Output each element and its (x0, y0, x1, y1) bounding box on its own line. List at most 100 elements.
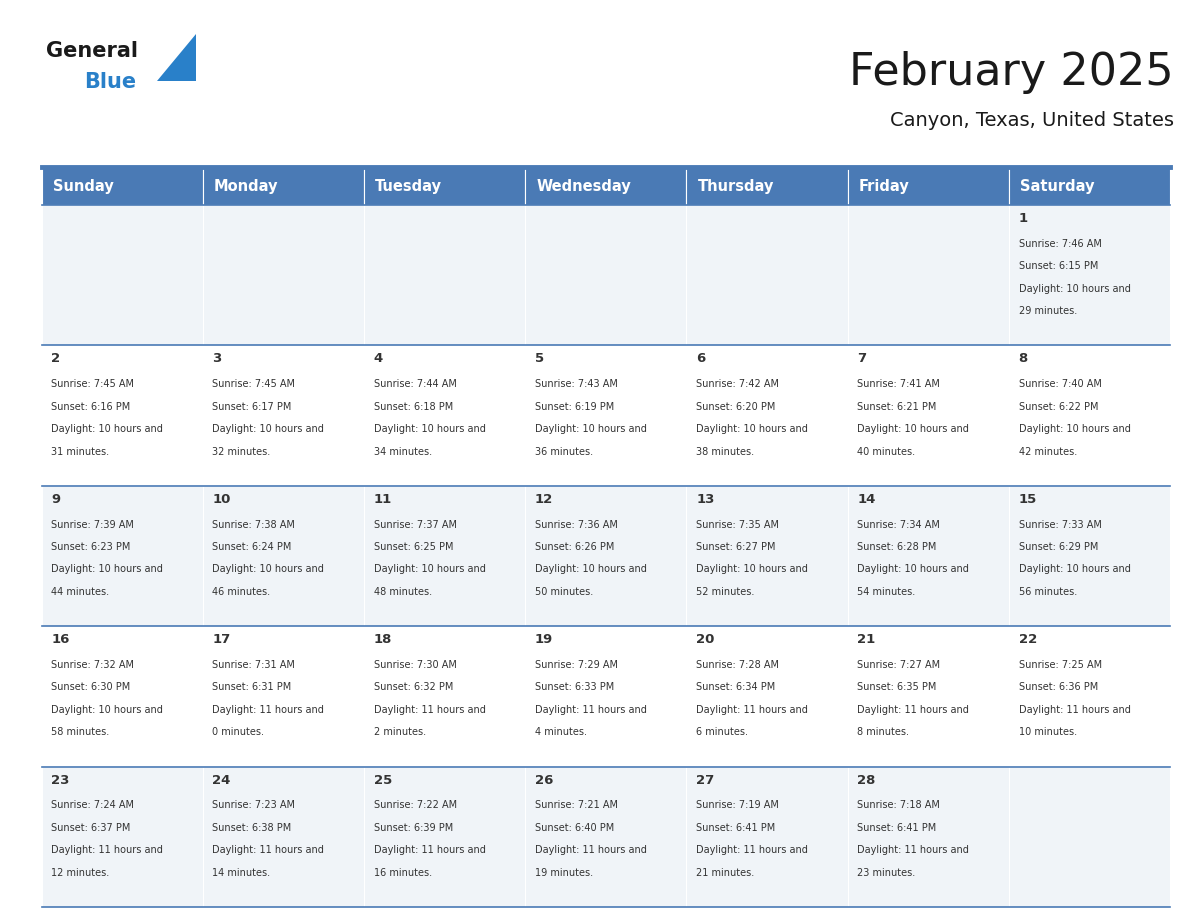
Text: February 2025: February 2025 (849, 50, 1174, 94)
Text: Sunrise: 7:41 AM: Sunrise: 7:41 AM (858, 379, 940, 389)
Text: Sunset: 6:37 PM: Sunset: 6:37 PM (51, 823, 131, 833)
Text: 1: 1 (1018, 212, 1028, 225)
Text: Sunrise: 7:35 AM: Sunrise: 7:35 AM (696, 520, 779, 530)
Text: Daylight: 11 hours and: Daylight: 11 hours and (696, 845, 808, 856)
Text: Daylight: 10 hours and: Daylight: 10 hours and (1018, 565, 1131, 575)
Bar (42, 626, 203, 767)
Text: 2: 2 (51, 353, 61, 365)
Bar (364, 626, 525, 767)
Text: 26: 26 (535, 774, 554, 787)
Text: 8 minutes.: 8 minutes. (858, 727, 909, 737)
Text: 21: 21 (858, 633, 876, 646)
Text: 42 minutes.: 42 minutes. (1018, 446, 1076, 456)
Bar (42, 767, 203, 907)
Text: 38 minutes.: 38 minutes. (696, 446, 754, 456)
Text: Sunrise: 7:39 AM: Sunrise: 7:39 AM (51, 520, 134, 530)
Text: Daylight: 10 hours and: Daylight: 10 hours and (213, 565, 324, 575)
Text: Daylight: 11 hours and: Daylight: 11 hours and (858, 845, 969, 856)
Text: 11: 11 (374, 493, 392, 506)
Bar (203, 345, 364, 486)
Text: 29 minutes.: 29 minutes. (1018, 306, 1076, 316)
Text: Sunrise: 7:23 AM: Sunrise: 7:23 AM (213, 800, 296, 811)
Text: Sunset: 6:29 PM: Sunset: 6:29 PM (1018, 542, 1098, 552)
Text: Sunrise: 7:44 AM: Sunrise: 7:44 AM (374, 379, 456, 389)
Bar (203, 486, 364, 626)
Text: Tuesday: Tuesday (375, 179, 442, 194)
Text: 27: 27 (696, 774, 714, 787)
Bar (364, 486, 525, 626)
Text: Sunset: 6:36 PM: Sunset: 6:36 PM (1018, 682, 1098, 692)
Text: Sunrise: 7:22 AM: Sunrise: 7:22 AM (374, 800, 457, 811)
Text: Sunset: 6:24 PM: Sunset: 6:24 PM (213, 542, 292, 552)
Text: Thursday: Thursday (697, 179, 775, 194)
Text: Sunrise: 7:46 AM: Sunrise: 7:46 AM (1018, 239, 1101, 249)
Bar (848, 767, 1009, 907)
Text: Sunset: 6:27 PM: Sunset: 6:27 PM (696, 542, 776, 552)
Text: Sunset: 6:26 PM: Sunset: 6:26 PM (535, 542, 614, 552)
Text: Daylight: 11 hours and: Daylight: 11 hours and (51, 845, 163, 856)
Text: Monday: Monday (214, 179, 279, 194)
Text: 46 minutes.: 46 minutes. (213, 587, 271, 597)
Text: Daylight: 11 hours and: Daylight: 11 hours and (535, 705, 646, 715)
Text: Sunset: 6:39 PM: Sunset: 6:39 PM (374, 823, 453, 833)
Bar (525, 345, 687, 486)
Bar (848, 167, 1009, 205)
Text: Daylight: 11 hours and: Daylight: 11 hours and (1018, 705, 1131, 715)
Text: Sunset: 6:35 PM: Sunset: 6:35 PM (858, 682, 937, 692)
Text: Sunset: 6:38 PM: Sunset: 6:38 PM (213, 823, 292, 833)
Text: Sunset: 6:17 PM: Sunset: 6:17 PM (213, 401, 292, 411)
Text: 48 minutes.: 48 minutes. (374, 587, 431, 597)
Text: 3: 3 (213, 353, 222, 365)
Bar (525, 767, 687, 907)
Text: Sunrise: 7:37 AM: Sunrise: 7:37 AM (374, 520, 456, 530)
Text: Sunrise: 7:36 AM: Sunrise: 7:36 AM (535, 520, 618, 530)
Bar (203, 205, 364, 345)
Text: Sunrise: 7:25 AM: Sunrise: 7:25 AM (1018, 660, 1101, 670)
Text: Sunset: 6:22 PM: Sunset: 6:22 PM (1018, 401, 1098, 411)
Text: Daylight: 10 hours and: Daylight: 10 hours and (535, 424, 646, 434)
Text: 5: 5 (535, 353, 544, 365)
Text: Wednesday: Wednesday (537, 179, 631, 194)
Text: Sunset: 6:15 PM: Sunset: 6:15 PM (1018, 262, 1098, 271)
Text: Sunset: 6:18 PM: Sunset: 6:18 PM (374, 401, 453, 411)
Text: General: General (46, 41, 138, 61)
Text: 0 minutes.: 0 minutes. (213, 727, 265, 737)
Text: 19 minutes.: 19 minutes. (535, 868, 593, 878)
Text: Sunrise: 7:32 AM: Sunrise: 7:32 AM (51, 660, 134, 670)
Bar (203, 626, 364, 767)
Bar (42, 345, 203, 486)
Bar (203, 767, 364, 907)
Bar (687, 345, 848, 486)
Text: 40 minutes.: 40 minutes. (858, 446, 916, 456)
Text: Daylight: 11 hours and: Daylight: 11 hours and (374, 705, 486, 715)
Text: 20: 20 (696, 633, 714, 646)
Bar (687, 486, 848, 626)
Text: Friday: Friday (859, 179, 910, 194)
Bar (687, 205, 848, 345)
Text: Sunset: 6:32 PM: Sunset: 6:32 PM (374, 682, 453, 692)
Text: Sunrise: 7:27 AM: Sunrise: 7:27 AM (858, 660, 941, 670)
Text: 44 minutes.: 44 minutes. (51, 587, 109, 597)
Text: Sunrise: 7:40 AM: Sunrise: 7:40 AM (1018, 379, 1101, 389)
Text: Sunrise: 7:31 AM: Sunrise: 7:31 AM (213, 660, 296, 670)
Bar (364, 345, 525, 486)
Bar (364, 767, 525, 907)
Text: 22: 22 (1018, 633, 1037, 646)
Text: 16 minutes.: 16 minutes. (374, 868, 431, 878)
Text: Sunset: 6:40 PM: Sunset: 6:40 PM (535, 823, 614, 833)
Text: 15: 15 (1018, 493, 1037, 506)
Text: 21 minutes.: 21 minutes. (696, 868, 754, 878)
Text: Sunset: 6:28 PM: Sunset: 6:28 PM (858, 542, 937, 552)
Text: Sunset: 6:19 PM: Sunset: 6:19 PM (535, 401, 614, 411)
Text: Sunset: 6:20 PM: Sunset: 6:20 PM (696, 401, 776, 411)
Bar (848, 486, 1009, 626)
Text: Sunrise: 7:45 AM: Sunrise: 7:45 AM (51, 379, 134, 389)
Text: 4 minutes.: 4 minutes. (535, 727, 587, 737)
Text: Sunset: 6:41 PM: Sunset: 6:41 PM (696, 823, 776, 833)
Text: Daylight: 10 hours and: Daylight: 10 hours and (51, 424, 163, 434)
Text: Sunset: 6:25 PM: Sunset: 6:25 PM (374, 542, 453, 552)
Text: 12: 12 (535, 493, 554, 506)
Text: 2 minutes.: 2 minutes. (374, 727, 425, 737)
Text: Daylight: 11 hours and: Daylight: 11 hours and (213, 845, 324, 856)
Text: Sunset: 6:30 PM: Sunset: 6:30 PM (51, 682, 131, 692)
